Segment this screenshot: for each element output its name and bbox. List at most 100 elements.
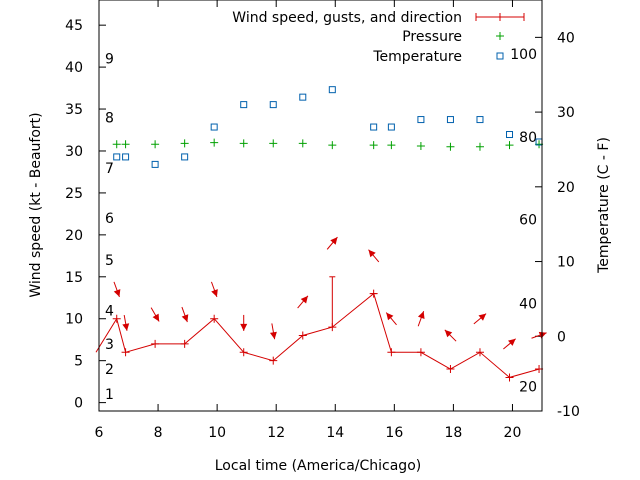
ticks-layer: 6 8 10 12 14 16 18 20051015202530354045-1001020… bbox=[65, 0, 580, 441]
wind-direction-arrowhead bbox=[300, 295, 308, 304]
temperature-point bbox=[370, 123, 378, 131]
wind-speed-point bbox=[180, 339, 189, 348]
plot-frame bbox=[98, 0, 543, 412]
wind-speed-point bbox=[328, 323, 337, 332]
legend-pressure-label: Pressure bbox=[402, 29, 462, 45]
y-left-tick-label: 45 bbox=[65, 18, 83, 34]
x-tick-label: 10 bbox=[208, 425, 226, 441]
temperature-point bbox=[387, 123, 395, 131]
y-left-tick-label: 0 bbox=[74, 396, 83, 412]
temperature-point bbox=[417, 116, 425, 124]
wind-speed-point bbox=[369, 289, 378, 298]
temperature-point bbox=[151, 160, 159, 168]
x-tick-label: 16 bbox=[385, 425, 403, 441]
series-layer bbox=[95, 86, 547, 382]
temperature-point bbox=[506, 131, 514, 139]
wind-speed-point bbox=[446, 365, 455, 374]
temperature-point bbox=[328, 86, 336, 94]
temperature-point bbox=[210, 123, 218, 131]
temperature-point bbox=[181, 153, 189, 161]
wind-speed-point bbox=[387, 348, 396, 357]
wind-speed-point bbox=[416, 348, 425, 357]
beaufort-label: 6 bbox=[105, 211, 114, 227]
wind-direction-arrowhead bbox=[211, 289, 218, 297]
wind-direction-arrowhead bbox=[330, 237, 338, 245]
beaufort-label: 9 bbox=[105, 52, 114, 68]
beaufort-label: 2 bbox=[105, 362, 114, 378]
y-right-tick-label: 10 bbox=[557, 255, 575, 271]
y-right-tick-label: 0 bbox=[557, 329, 566, 345]
wind-speed-point bbox=[112, 314, 121, 323]
wind-direction-arrowhead bbox=[444, 329, 453, 338]
wind-direction-arrowhead bbox=[386, 312, 394, 321]
wind-direction-arrowhead bbox=[478, 313, 487, 321]
wind-speed-point bbox=[475, 348, 484, 357]
beaufort-label: 1 bbox=[105, 387, 114, 403]
left-axis-title: Wind speed (kt - Beaufort) bbox=[28, 112, 44, 297]
legend-wind-marker bbox=[496, 13, 504, 21]
pressure-point bbox=[369, 141, 378, 150]
pressure-point bbox=[151, 140, 160, 149]
y-right-tick-label: 30 bbox=[557, 105, 575, 121]
temperature-point bbox=[269, 101, 277, 109]
x-tick-label: 18 bbox=[444, 425, 462, 441]
temperature-point bbox=[476, 116, 484, 124]
wind-direction-arrowhead bbox=[122, 323, 130, 331]
legend-wind-label: Wind speed, gusts, and direction bbox=[232, 10, 462, 26]
x-tick-label: 12 bbox=[267, 425, 285, 441]
pressure-point bbox=[446, 142, 455, 151]
y-left-tick-label: 30 bbox=[65, 144, 83, 160]
x-tick-label: 20 bbox=[504, 425, 522, 441]
y-right-tick-label: 40 bbox=[557, 30, 575, 46]
fahrenheit-label: 60 bbox=[519, 213, 537, 229]
wind-speed-point bbox=[269, 356, 278, 365]
beaufort-label: 8 bbox=[105, 110, 114, 126]
wind-speed-point bbox=[121, 348, 130, 357]
temperature-point bbox=[122, 153, 130, 161]
pressure-point bbox=[112, 140, 121, 149]
wind-direction-arrowhead bbox=[508, 338, 516, 346]
beaufort-label: 7 bbox=[105, 161, 114, 177]
pressure-point bbox=[505, 141, 514, 150]
fahrenheit-label: 80 bbox=[519, 130, 537, 146]
pressure-point bbox=[387, 141, 396, 150]
pressure-point bbox=[239, 139, 248, 148]
wind-direction-arrowhead bbox=[368, 249, 376, 258]
pressure-point bbox=[121, 140, 130, 149]
y-right-tick-label: -10 bbox=[557, 404, 580, 420]
x-tick-label: 6 bbox=[95, 425, 104, 441]
y-left-tick-label: 15 bbox=[65, 270, 83, 286]
pressure-point bbox=[416, 141, 425, 150]
beaufort-label: 5 bbox=[105, 253, 114, 269]
y-right-tick-label: 20 bbox=[557, 180, 575, 196]
wind-speed-point bbox=[505, 373, 514, 382]
y-left-tick-label: 20 bbox=[65, 228, 83, 244]
wind-direction-arrowhead bbox=[113, 289, 121, 297]
wind-speed-point bbox=[298, 331, 307, 340]
temperature-point bbox=[446, 116, 454, 124]
wind-direction-arrowhead bbox=[181, 314, 189, 323]
temperature-point bbox=[299, 93, 307, 101]
x-tick-label: 14 bbox=[326, 425, 344, 441]
wind-direction-arrowhead bbox=[538, 331, 547, 339]
fahrenheit-label: 40 bbox=[519, 296, 537, 312]
pressure-point bbox=[328, 141, 337, 150]
wind-direction-arrowhead bbox=[152, 313, 160, 322]
pressure-point bbox=[475, 142, 484, 151]
x-axis-title: Local time (America/Chicago) bbox=[215, 458, 421, 474]
legend-temperature-marker bbox=[496, 52, 504, 60]
wind-direction-arrowhead bbox=[417, 311, 425, 319]
legend-pressure-marker bbox=[496, 32, 504, 40]
x-tick-label: 8 bbox=[154, 425, 163, 441]
legend: Wind speed, gusts, and direction Pressur… bbox=[232, 10, 525, 65]
pressure-point bbox=[298, 139, 307, 148]
wind-direction-arrowhead bbox=[240, 323, 248, 331]
temperature-point bbox=[240, 101, 248, 109]
beaufort-label: 4 bbox=[105, 303, 114, 319]
right-axis-title: Temperature (C - F) bbox=[596, 137, 612, 274]
y-left-tick-label: 40 bbox=[65, 60, 83, 76]
y-left-tick-label: 35 bbox=[65, 102, 83, 118]
